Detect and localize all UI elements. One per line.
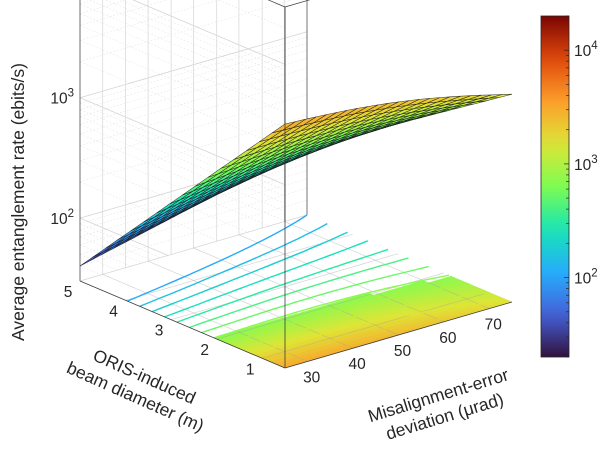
z-minor-grid-right-4	[79, 163, 308, 230]
z-minor-grid-right-14	[79, 0, 293, 62]
z-minor-grid-left-3	[79, 236, 286, 324]
z-minor-grid-left-16	[79, 25, 286, 113]
x-tick-label-2: 50	[394, 343, 412, 360]
y-tick-label-2: 3	[155, 323, 164, 340]
z-minor-grid-left-17	[79, 13, 286, 101]
z-axis-label: Average entanglement rate (ebits/s)	[8, 63, 28, 341]
z-minor-grid-right-6	[79, 115, 308, 183]
z-minor-grid-left-9	[79, 133, 286, 222]
contour-line-7	[213, 274, 450, 339]
z-minor-grid-right-15	[79, 0, 220, 41]
z-minor-grid-right-11	[79, 50, 308, 117]
x-tick-label-1: 40	[348, 356, 366, 373]
contour-line-6	[201, 265, 429, 334]
z-minor-grid-right-7	[79, 94, 308, 161]
x-tick-label-0: 30	[303, 369, 321, 386]
contour-line-10	[250, 300, 510, 355]
y-tick-label-1: 2	[200, 342, 209, 359]
z-minor-grid-left-20	[104, 0, 286, 77]
z-minor-grid-right-12	[79, 43, 308, 110]
contour-line-8	[226, 283, 470, 344]
y-grid-floor-3	[125, 233, 353, 301]
z-tick-label-1: 103	[50, 88, 74, 108]
z-minor-grid-right-3	[79, 170, 308, 237]
z-minor-grid-left-15	[79, 40, 286, 128]
colorbar	[540, 15, 570, 358]
z-minor-grid-right-16	[79, 0, 169, 26]
y-axis-line	[79, 280, 286, 369]
z-minor-grid-left-14	[79, 61, 286, 149]
contour-line-9	[238, 291, 490, 350]
colorbar-tick-label-0: 102	[574, 268, 598, 288]
contour-line-11	[263, 315, 461, 360]
colorbar-ticks: 102 103 104	[564, 15, 598, 358]
z-minor-grid-right-8	[79, 79, 308, 146]
z-minor-grid-left-8	[79, 145, 286, 233]
z-minor-grid-left-19	[88, 0, 286, 84]
z-minor-grid-left-6	[79, 181, 286, 270]
x-grid-floor-3	[238, 234, 445, 323]
colorbar-tick-label-1: 103	[574, 154, 598, 174]
contour-line-0	[127, 214, 308, 302]
colorbar-tick-label-2: 104	[574, 40, 598, 60]
surface-cell	[272, 121, 296, 134]
y-tick-label-4: 5	[64, 284, 73, 301]
y-grid-floor-0	[262, 291, 490, 359]
x-tick-label-4: 70	[485, 317, 503, 334]
z-minor-grid-left-1	[79, 254, 286, 342]
z-minor-grid-left-7	[79, 160, 286, 248]
z-minor-grid-left-13	[79, 103, 286, 191]
y-axis-ticks: 1 2 3 4 5	[64, 284, 255, 378]
x-axis-line	[284, 301, 513, 369]
z-grid-left-2	[132, 0, 286, 65]
z-minor-grid-left-2	[79, 244, 286, 333]
contour-line-2	[151, 231, 348, 313]
y-grid-floor-4	[79, 214, 308, 282]
x-grid-floor-1	[147, 260, 354, 349]
y-tick-label-3: 4	[109, 303, 118, 320]
box-edge-5	[284, 0, 311, 8]
contour-line-3	[164, 240, 369, 318]
z-minor-grid-right-0	[79, 199, 308, 267]
y-tick-label-0: 1	[246, 361, 255, 378]
contour-projection	[127, 214, 510, 365]
x-axis-label: Misalignment-error deviation (μrad)	[366, 364, 512, 443]
x-grid-floor-4	[284, 221, 490, 309]
box-front-edges	[79, 7, 513, 369]
z-minor-grid-right-13	[79, 37, 308, 104]
y-axis-label: ORIS-induced beam diameter (m)	[64, 345, 207, 436]
x-axis-ticks: 30 40 50 60 70	[303, 317, 502, 387]
z-minor-grid-left-11	[79, 116, 286, 204]
x-tick-label-3: 60	[439, 330, 457, 347]
contour-line-4	[176, 248, 389, 323]
z-tick-label-0: 102	[50, 208, 74, 228]
z-minor-grid-right-9	[79, 67, 308, 135]
contour-line-5	[189, 257, 409, 329]
contour-line-12	[275, 335, 393, 365]
z-minor-grid-left-12	[79, 109, 286, 197]
z-minor-grid-right-17	[79, 0, 128, 14]
z-minor-grid-left-5	[79, 223, 286, 311]
z-minor-grid-left-10	[79, 124, 286, 212]
surface-mesh	[79, 93, 513, 267]
contour-line-1	[139, 222, 328, 307]
z-minor-grid-left-18	[79, 3, 286, 92]
